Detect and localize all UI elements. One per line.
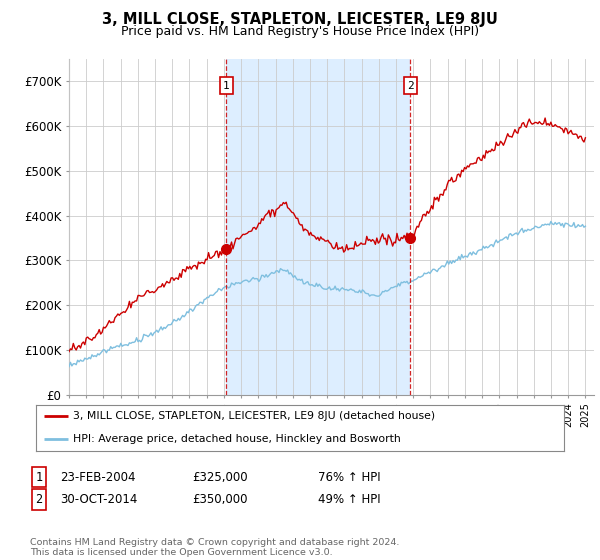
Text: 2: 2	[35, 493, 43, 506]
Text: 49% ↑ HPI: 49% ↑ HPI	[318, 493, 380, 506]
Text: 76% ↑ HPI: 76% ↑ HPI	[318, 470, 380, 484]
Text: Contains HM Land Registry data © Crown copyright and database right 2024.
This d: Contains HM Land Registry data © Crown c…	[30, 538, 400, 557]
Text: 1: 1	[223, 81, 230, 91]
Text: £325,000: £325,000	[192, 470, 248, 484]
Text: 2: 2	[407, 81, 414, 91]
Text: HPI: Average price, detached house, Hinckley and Bosworth: HPI: Average price, detached house, Hinc…	[73, 435, 401, 444]
Text: 1: 1	[35, 470, 43, 484]
Text: 3, MILL CLOSE, STAPLETON, LEICESTER, LE9 8JU: 3, MILL CLOSE, STAPLETON, LEICESTER, LE9…	[102, 12, 498, 27]
Text: Price paid vs. HM Land Registry's House Price Index (HPI): Price paid vs. HM Land Registry's House …	[121, 25, 479, 38]
Text: £350,000: £350,000	[192, 493, 248, 506]
Bar	[226, 59, 410, 395]
Text: 23-FEB-2004: 23-FEB-2004	[60, 470, 136, 484]
Text: 3, MILL CLOSE, STAPLETON, LEICESTER, LE9 8JU (detached house): 3, MILL CLOSE, STAPLETON, LEICESTER, LE9…	[73, 412, 435, 421]
Text: 30-OCT-2014: 30-OCT-2014	[60, 493, 137, 506]
